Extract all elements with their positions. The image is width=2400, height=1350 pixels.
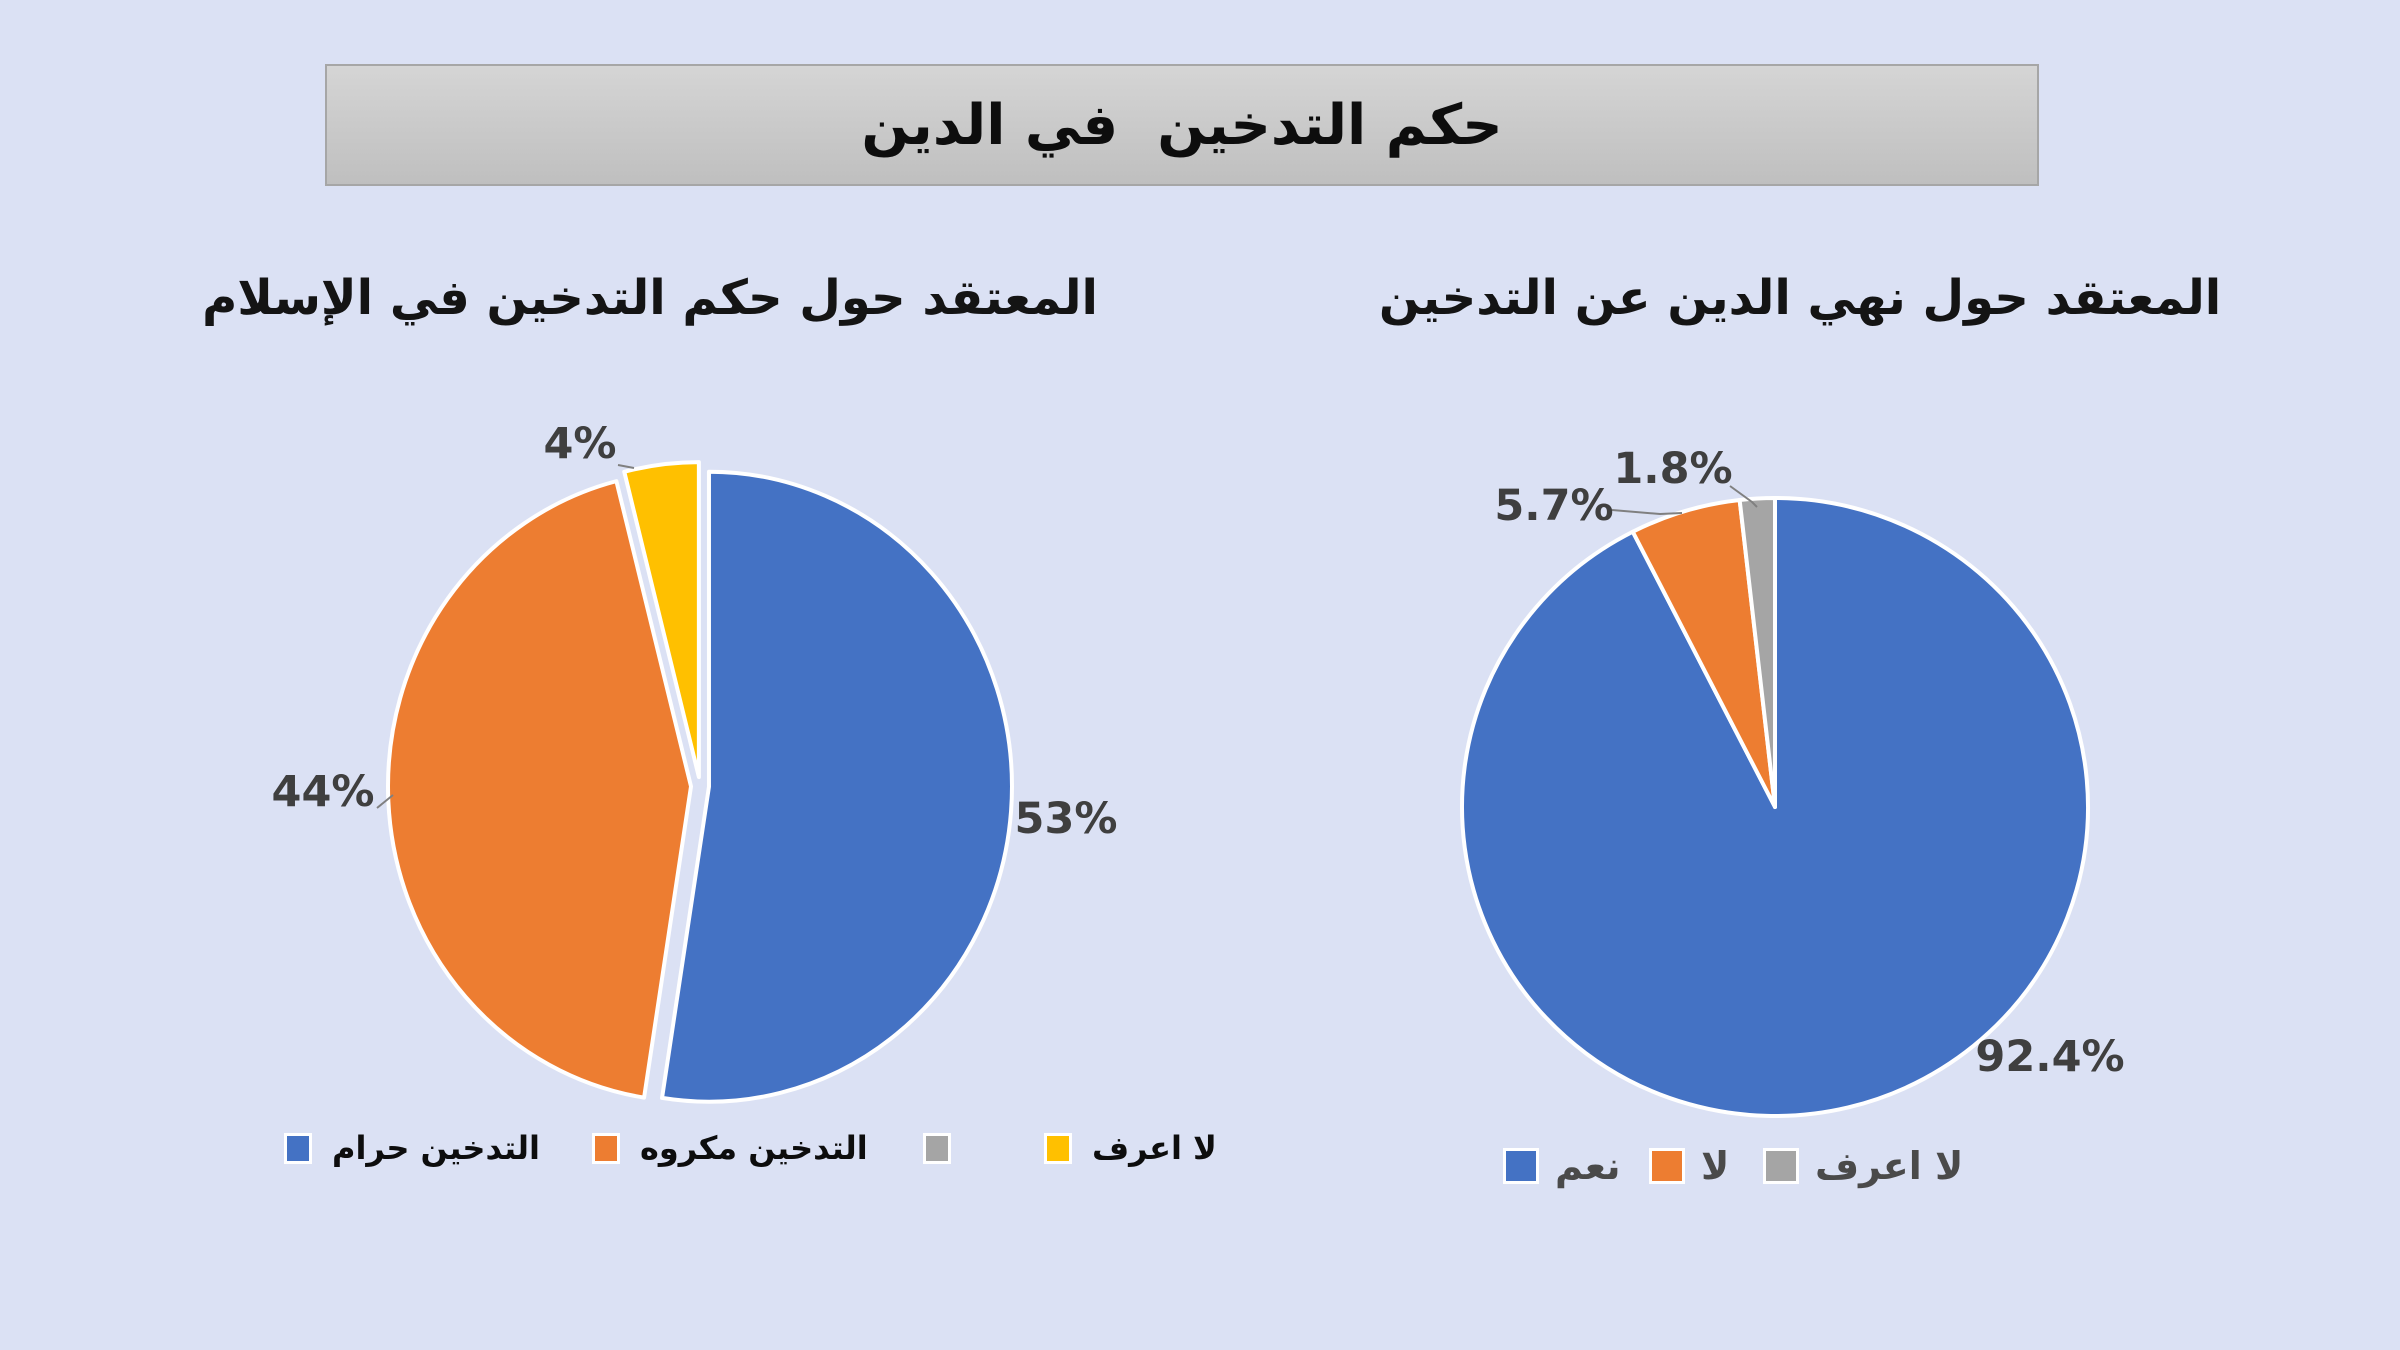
- pie-0-slice-0: [660, 469, 1014, 1104]
- legend-1-label-0: نعم: [1555, 1144, 1621, 1188]
- legend-1-label-1: لا: [1701, 1144, 1730, 1188]
- pie-0-data-label-1: 44%: [272, 767, 375, 817]
- legend-1-label-2: لا اعرف: [1815, 1144, 1964, 1188]
- legend-1-swatch-1: [1649, 1148, 1685, 1184]
- legend-1-swatch-2: [1763, 1148, 1799, 1184]
- legend-0-label-3: لا اعرف: [1092, 1129, 1217, 1167]
- pie-0-slice-1: [386, 479, 694, 1100]
- legend-1-item-1: لا: [1649, 1144, 1730, 1188]
- legend-0-swatch-2: [923, 1132, 951, 1164]
- legend-0-swatch-0: [284, 1132, 312, 1164]
- pie-0-slice-3: [622, 460, 701, 780]
- page-title: حكم التدخين في الدين: [861, 92, 1503, 158]
- legend-0-item-2: [923, 1128, 971, 1168]
- legend-0-swatch-1: [592, 1132, 620, 1164]
- pie-1-leader-1: [1611, 509, 1683, 516]
- title-banner: حكم التدخين في الدين: [325, 64, 2039, 186]
- legend-1-item-2: لا اعرف: [1763, 1144, 1964, 1188]
- pie-0-data-label-3: 4%: [543, 419, 616, 469]
- legend-0-label-1: التدخين مكروه: [640, 1129, 868, 1167]
- pie-1-slice-2: [1737, 496, 1777, 809]
- chart-title-right: المعتقد حول نهي الدين عن التدخين: [1378, 270, 2222, 326]
- pie-1-data-label-0: 92.4%: [1975, 1032, 2124, 1082]
- pie-1-data-label-2: 1.8%: [1613, 444, 1732, 494]
- pie-0-leader-1: [376, 794, 394, 809]
- pie-1-data-label-1: 5.7%: [1494, 481, 1613, 531]
- legend-1-item-0: نعم: [1503, 1144, 1621, 1188]
- pie-0-leader-3: [617, 464, 635, 469]
- legend-0-label-0: التدخين حرام: [332, 1129, 540, 1167]
- legend-0-item-1: التدخين مكروه: [592, 1128, 868, 1168]
- legend-1-swatch-0: [1503, 1148, 1539, 1184]
- chart-title-left: المعتقد حول حكم التدخين في الإسلام: [202, 270, 1098, 326]
- pie-0-data-label-0: 53%: [1015, 794, 1118, 844]
- legend-0-item-3: لا اعرف: [1044, 1128, 1217, 1168]
- pie-1-leader-2: [1729, 485, 1758, 508]
- legend-0-swatch-3: [1044, 1132, 1072, 1164]
- legend-0-item-0: التدخين حرام: [284, 1128, 540, 1168]
